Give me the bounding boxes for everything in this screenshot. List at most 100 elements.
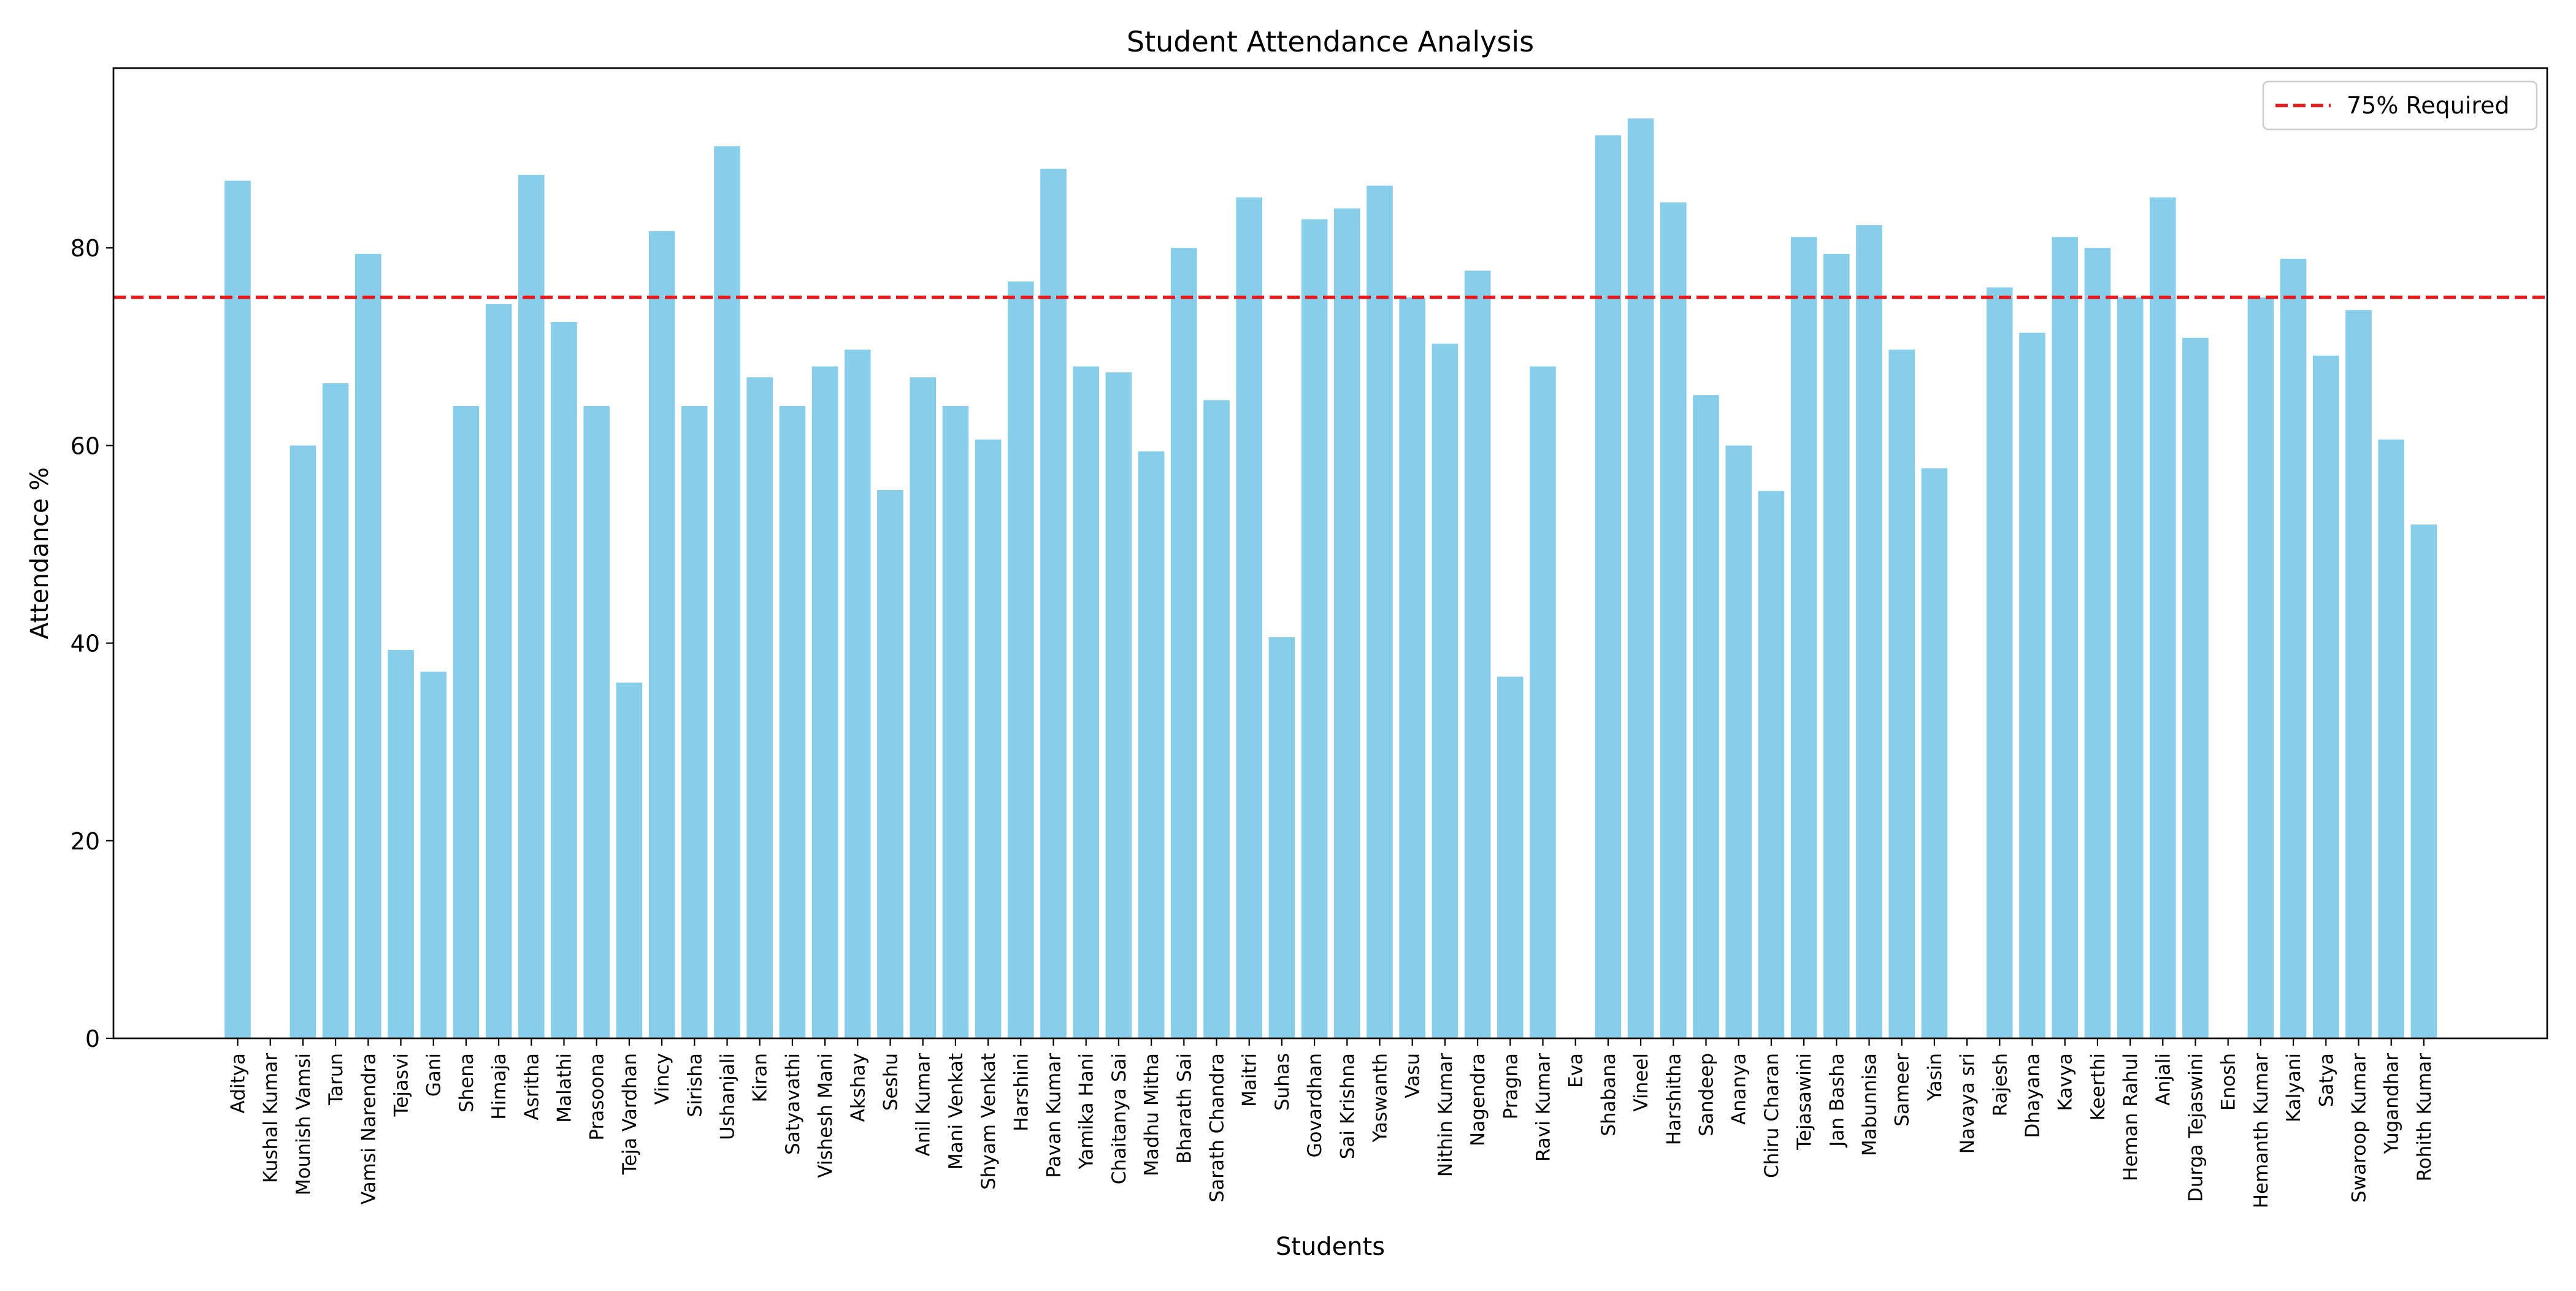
x-tick-label: Eva (1565, 1053, 1587, 1088)
x-tick-label: Yamika Hani (1076, 1053, 1098, 1170)
x-tick-label: Keerthi (2087, 1053, 2109, 1121)
x-tick-label: Harshitha (1663, 1053, 1685, 1145)
x-axis-label: Students (1276, 1233, 1385, 1261)
bar-yamika-hani (1073, 366, 1099, 1038)
x-tick-label: Teja Vardhan (619, 1053, 641, 1175)
bar-himaja (485, 304, 512, 1038)
x-tick-label: Govardhan (1304, 1053, 1326, 1158)
x-tick-label: Anjali (2152, 1053, 2174, 1106)
x-tick-label: Mani Venkat (945, 1053, 967, 1170)
x-tick-label: Tejasawini (1793, 1053, 1815, 1151)
bar-jan-basha (1823, 253, 1850, 1038)
bar-aditya (224, 180, 251, 1039)
x-tick-label: Sirisha (684, 1053, 706, 1117)
bar-chaitanya-sai (1105, 372, 1132, 1039)
bar-seshu (877, 489, 903, 1038)
bar-vasu (1399, 297, 1425, 1038)
x-tick-label: Dhayana (2022, 1053, 2044, 1138)
bar-keerthi (2084, 248, 2111, 1039)
y-tick-label: 0 (85, 1025, 100, 1052)
x-tick-label: Bharath Sai (1173, 1053, 1195, 1164)
x-tick-label: Sai Krishna (1336, 1053, 1359, 1159)
bar-sarath-chandra (1203, 400, 1230, 1038)
bar-nithin-kumar (1432, 343, 1459, 1038)
bar-anil-kumar (910, 377, 936, 1039)
x-tick-label: Seshu (880, 1053, 902, 1111)
x-tick-label: Rajesh (1989, 1053, 2011, 1116)
x-tick-label: Vishesh Mani (815, 1053, 837, 1178)
x-tick-label: Rohith Kumar (2413, 1053, 2436, 1182)
plot-frame (112, 67, 2548, 1040)
x-tick-label: Ushanjali (717, 1053, 739, 1140)
x-tick-label: Navaya sri (1957, 1053, 1979, 1154)
bar-teja-vardhan (616, 683, 643, 1038)
bar-akshay (845, 350, 871, 1038)
x-tick-label: Malathi (554, 1053, 576, 1123)
chart-title: Student Attendance Analysis (1127, 25, 1534, 58)
x-axis: Aditya Kushal Kumar Mounish Vamsi Tarun Vams… (228, 1038, 2436, 1208)
bar-harshitha (1660, 202, 1687, 1039)
y-tick-label: 20 (71, 828, 100, 855)
x-tick-label: Yugandhar (2381, 1053, 2403, 1155)
bar-vincy (648, 231, 675, 1038)
bar-harshini (1008, 282, 1034, 1038)
x-tick-label: Aditya (228, 1053, 250, 1113)
x-tick-label: Shyam Venkat (978, 1053, 1000, 1190)
x-tick-label: Himaja (488, 1053, 510, 1120)
bars-layer (224, 118, 2437, 1039)
x-tick-label: Nithin Kumar (1435, 1053, 1457, 1177)
bar-yasin (1921, 468, 1948, 1038)
bar-yugandhar (2378, 439, 2404, 1038)
x-tick-label: Suhas (1271, 1053, 1294, 1111)
x-tick-label: Yasin (1924, 1053, 1946, 1101)
bar-kalyani (2280, 258, 2307, 1038)
bar-chiru-charan (1758, 491, 1785, 1038)
bar-nagendra (1464, 270, 1491, 1038)
x-tick-label: Hemanth Kumar (2250, 1053, 2272, 1209)
y-tick-label: 60 (71, 432, 100, 459)
x-tick-label: Vineel (1630, 1053, 1652, 1112)
x-tick-label: Ravi Kumar (1533, 1053, 1555, 1162)
bar-pavan-kumar (1040, 169, 1067, 1038)
bar-rohith-kumar (2410, 524, 2437, 1038)
bar-govardhan (1301, 219, 1328, 1038)
bar-suhas (1268, 637, 1295, 1038)
bar-sai-krishna (1334, 208, 1360, 1038)
y-axis: 0 20 40 60 80 (71, 235, 113, 1052)
bar-tejasvi (388, 649, 414, 1038)
bar-dhayana (2019, 332, 2045, 1039)
x-tick-label: Vincy (651, 1053, 673, 1105)
bar-vishesh-mani (811, 366, 838, 1038)
x-tick-label: Pragna (1500, 1053, 1522, 1119)
bar-hemanth-kumar (2247, 297, 2274, 1038)
bar-sameer (1888, 350, 1915, 1038)
x-tick-label: Chaitanya Sai (1108, 1053, 1130, 1184)
bar-tarun (322, 383, 349, 1038)
bar-vineel (1627, 118, 1654, 1039)
legend-box (2262, 80, 2538, 131)
x-tick-label: Kavya (2055, 1053, 2077, 1111)
bar-asritha (518, 175, 545, 1038)
bar-madhu-mitha (1138, 451, 1165, 1038)
bar-tejasawini (1790, 237, 1817, 1038)
bar-yaswanth (1367, 185, 1393, 1039)
bar-heman-rahul (2117, 297, 2144, 1038)
x-tick-label: Madhu Mitha (1141, 1053, 1163, 1176)
bar-shabana (1595, 135, 1622, 1038)
bar-ananya (1725, 445, 1752, 1038)
x-tick-label: Sandeep (1696, 1053, 1718, 1136)
legend-threshold-label: 75% Required (2347, 92, 2510, 119)
bar-kavya (2052, 237, 2078, 1038)
x-tick-label: Durga Tejaswini (2185, 1053, 2207, 1202)
x-tick-label: Yaswanth (1370, 1053, 1392, 1143)
x-tick-label: Sameer (1892, 1053, 1914, 1127)
x-tick-label: Chiru Charan (1761, 1053, 1783, 1178)
bar-bharath-sai (1171, 248, 1197, 1039)
x-tick-label: Satyavathi (782, 1053, 804, 1155)
bar-ushanjali (714, 146, 740, 1038)
bar-mani-venkat (942, 406, 969, 1038)
x-tick-label: Shena (456, 1053, 478, 1113)
x-tick-label: Jan Basha (1826, 1053, 1848, 1148)
